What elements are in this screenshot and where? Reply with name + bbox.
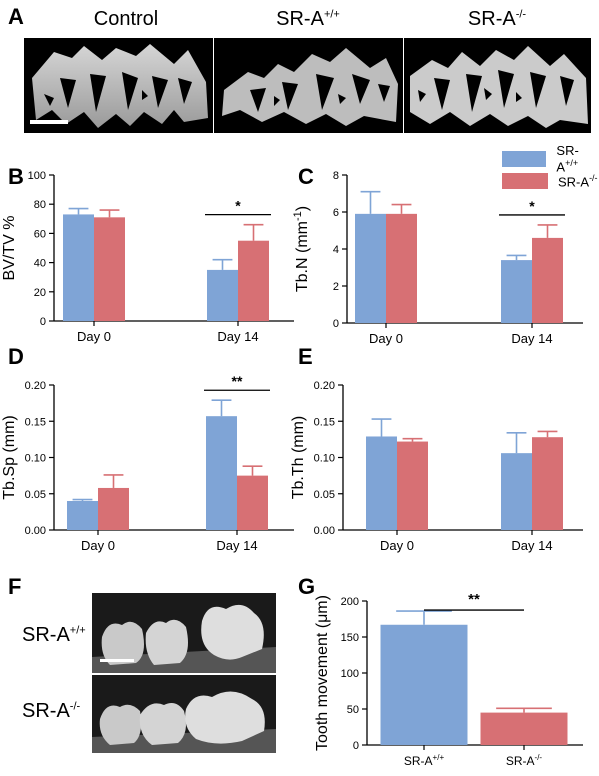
y-axis-label: Tb.Sp (mm) [1, 415, 18, 499]
x-tick-label: Day 0 [369, 331, 403, 346]
x-tick-label: Day 14 [511, 538, 552, 553]
x-tick-label: Day 14 [217, 329, 258, 344]
y-tick-label: 0.05 [25, 489, 46, 501]
y-tick-label: 0.15 [314, 416, 335, 428]
significance-label: ** [232, 373, 243, 389]
y-tick-label: 0.10 [25, 453, 46, 465]
panel-f-label-wt: SR-A+/+ [22, 624, 86, 646]
y-tick-label: 200 [341, 596, 359, 608]
bar [386, 213, 417, 323]
microct-image-ko [404, 38, 591, 133]
significance-label: * [529, 198, 535, 214]
chart-d: 0.00 0.05 0.10 0.15 0.20 Tb.Sp (mm) Day 0 Day 1… [1, 373, 294, 553]
significance-label: ** [468, 591, 480, 608]
y-tick-label: 60 [34, 228, 46, 240]
x-tick-label: SR-A+/+ [404, 753, 445, 768]
bar [532, 237, 563, 323]
y-tick-label: 0.10 [314, 453, 335, 465]
bar [67, 501, 98, 530]
x-tick-label: SR-A-/- [506, 753, 543, 768]
legend-item-ko: SR-A-/- [502, 170, 599, 192]
y-tick-label: 100 [28, 170, 46, 182]
scale-bar-f [100, 659, 134, 662]
x-tick-label: Day 0 [81, 538, 115, 553]
bar [94, 217, 125, 321]
chart-b: 0 20 40 60 80 100 BV/TV % Day 0 Day 14 * [1, 170, 294, 344]
panel-a-title-control: Control [93, 8, 159, 30]
panel-label-d: D [8, 344, 24, 369]
bar [207, 269, 238, 321]
y-tick-label: 2 [333, 281, 339, 293]
y-axis-label: Tb.Th (mm) [290, 416, 307, 500]
y-axis-label: BV/TV % [1, 216, 18, 281]
panel-label-c: C [298, 164, 314, 189]
bar [238, 240, 269, 321]
chart-g: 0 50 100 150 200 Tooth movement (μm) SR-A+/+ SR… [314, 591, 583, 768]
legend-swatch-wt [502, 151, 547, 167]
y-tick-label: 0 [333, 318, 339, 330]
y-tick-label: 0.00 [314, 525, 335, 537]
legend-label-wt: SR-A+/+ [556, 143, 579, 175]
y-axis-label: Tb.N (mm-1) [292, 206, 311, 292]
y-tick-label: 4 [333, 244, 339, 256]
panel-f-label-ko: SR-A-/- [22, 700, 81, 722]
y-tick-label: 150 [341, 632, 359, 644]
bar [355, 213, 386, 323]
y-tick-label: 80 [34, 199, 46, 211]
y-tick-label: 20 [34, 287, 46, 299]
y-tick-label: 0.20 [25, 380, 46, 392]
y-tick-label: 0.05 [314, 489, 335, 501]
bar [237, 475, 268, 530]
bar [501, 453, 532, 530]
bar [501, 260, 532, 323]
y-tick-label: 100 [341, 668, 359, 680]
microct-image-control [24, 38, 213, 133]
molar-image-ko [92, 675, 276, 753]
x-tick-label: Day 14 [216, 538, 257, 553]
y-tick-label: 40 [34, 258, 46, 270]
significance-label: * [235, 198, 241, 214]
chart-e: 0.00 0.05 0.10 0.15 0.20 Tb.Th (mm) Day 0 Day 1… [290, 380, 583, 553]
panel-label-a: A [8, 4, 24, 29]
legend-item-wt: SR-A+/+ [502, 143, 599, 175]
x-tick-label: Day 0 [380, 538, 414, 553]
molar-image-wt [92, 593, 276, 673]
y-tick-label: 50 [347, 704, 359, 716]
panel-a-title-wt: SR-A+/+ [276, 8, 340, 30]
bar [98, 487, 129, 530]
panel-label-g: G [298, 574, 316, 599]
bar [380, 624, 468, 745]
panel-a-title-ko: SR-A-/- [467, 8, 527, 30]
bar [397, 441, 428, 530]
panel-label-b: B [8, 164, 24, 189]
y-tick-label: 0.20 [314, 380, 335, 392]
y-tick-label: 0.00 [25, 525, 46, 537]
y-tick-label: 0 [40, 316, 46, 328]
bar [532, 437, 563, 530]
bar [206, 416, 237, 530]
y-axis-label: Tooth movement (μm) [314, 595, 331, 751]
chart-c: 0 2 4 6 8 Tb.N (mm-1) Day 0 Day 14 * [292, 170, 583, 346]
microct-image-wt [214, 38, 403, 133]
bar [63, 214, 94, 321]
y-tick-label: 0.15 [25, 416, 46, 428]
y-tick-label: 0 [353, 740, 359, 752]
y-tick-label: 6 [333, 207, 339, 219]
bar [480, 712, 568, 745]
x-tick-label: Day 0 [77, 329, 111, 344]
legend-swatch-ko [502, 173, 548, 189]
bar [366, 436, 397, 530]
legend-label-ko: SR-A-/- [558, 172, 598, 190]
x-tick-label: Day 14 [511, 331, 552, 346]
scale-bar-a [30, 120, 68, 124]
panel-label-e: E [298, 344, 313, 369]
legend: SR-A+/+ SR-A-/- [502, 143, 599, 192]
y-tick-label: 8 [333, 170, 339, 182]
panel-label-f: F [8, 574, 22, 599]
